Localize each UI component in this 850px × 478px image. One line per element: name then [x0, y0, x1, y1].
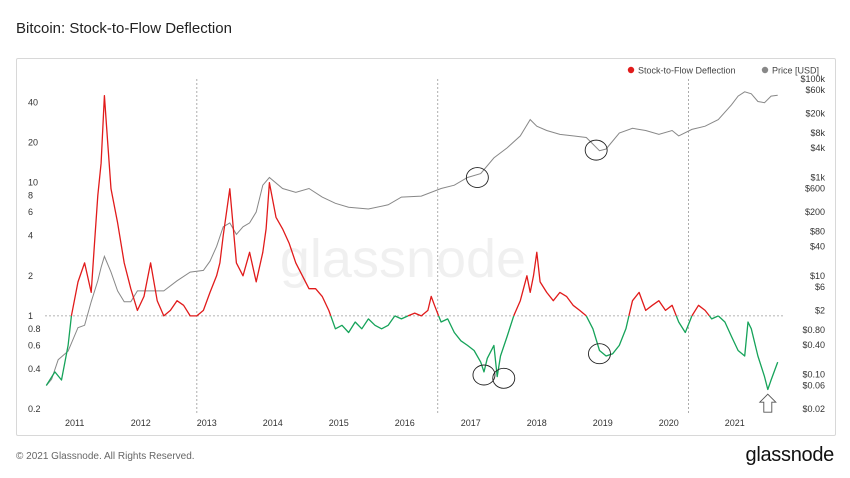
- deflection-line-below-one[interactable]: [45, 315, 73, 386]
- annotation-arrow-icon: [758, 393, 777, 413]
- left-axis-tick-label: 8: [28, 191, 33, 201]
- x-axis-tick-label: 2016: [395, 418, 415, 428]
- right-axis-tick-label: $0.02: [802, 404, 825, 414]
- legend-marker[interactable]: [627, 66, 635, 74]
- right-axis-tick-label: $100k: [800, 74, 825, 84]
- annotation-circle: [588, 343, 611, 365]
- legend-label[interactable]: Price [USD]: [772, 66, 819, 76]
- x-axis-tick-label: 2013: [197, 418, 217, 428]
- right-axis-tick-label: $40: [810, 241, 825, 251]
- annotation-circle: [492, 367, 516, 389]
- deflection-line-above-one[interactable]: [407, 295, 440, 317]
- brand-logo: glassnode: [745, 444, 835, 466]
- right-axis-tick-label: $0.80: [802, 325, 825, 335]
- left-axis-tick-label: 4: [28, 231, 33, 241]
- annotation-circle: [465, 167, 489, 188]
- annotation-circle: [472, 364, 496, 386]
- deflection-line-below-one[interactable]: [675, 315, 693, 334]
- left-axis-tick-label: 0.6: [28, 340, 41, 350]
- left-axis-tick-label: 6: [28, 207, 33, 217]
- right-axis-tick-label: $200: [805, 207, 825, 217]
- deflection-line-above-one[interactable]: [628, 291, 677, 317]
- deflection-line-below-one[interactable]: [717, 315, 779, 391]
- legend-marker[interactable]: [761, 66, 769, 74]
- left-axis-tick-label: 0.8: [28, 324, 41, 334]
- right-axis-tick-label: $2: [815, 305, 825, 315]
- left-axis-tick-label: 0.4: [28, 364, 41, 374]
- left-axis-tick-label: 10: [28, 178, 38, 188]
- x-axis-tick-label: 2021: [725, 418, 745, 428]
- deflection-line-below-one[interactable]: [330, 315, 396, 334]
- x-axis-tick-label: 2017: [461, 418, 481, 428]
- right-axis-tick-label: $1k: [810, 173, 825, 183]
- deflection-line-below-one[interactable]: [585, 315, 630, 357]
- left-axis-tick-label: 1: [28, 311, 33, 321]
- deflection-line-below-one[interactable]: [437, 315, 515, 378]
- x-axis-tick-label: 2012: [131, 418, 151, 428]
- left-axis-tick-label: 40: [28, 97, 38, 107]
- left-axis-tick-label: 2: [28, 271, 33, 281]
- page-title: Bitcoin: Stock-to-Flow Deflection: [16, 20, 232, 37]
- right-axis-tick-label: $0.06: [802, 380, 825, 390]
- x-axis-tick-label: 2014: [263, 418, 283, 428]
- right-axis-tick-label: $600: [805, 183, 825, 193]
- deflection-line-above-one[interactable]: [70, 94, 332, 317]
- x-axis-tick-label: 2019: [593, 418, 613, 428]
- right-axis-tick-label: $10: [810, 271, 825, 281]
- copyright-text: © 2021 Glassnode. All Rights Reserved.: [16, 451, 195, 462]
- right-axis-tick-label: $0.10: [802, 370, 825, 380]
- chart[interactable]: glassnode Stock-to-Flow Deflection Price […: [17, 59, 835, 435]
- chart-panel: glassnode Stock-to-Flow Deflection Price […: [16, 58, 836, 436]
- left-axis-tick-label: 0.2: [28, 404, 41, 414]
- right-axis-tick-label: $8k: [810, 128, 825, 138]
- right-axis-tick-label: $0.40: [802, 340, 825, 350]
- right-axis-tick-label: $60k: [805, 85, 825, 95]
- x-axis-tick-label: 2011: [65, 418, 84, 428]
- deflection-line-below-one[interactable]: [708, 315, 719, 320]
- annotation-circle: [584, 139, 608, 161]
- x-axis-tick-label: 2020: [659, 418, 679, 428]
- deflection-line-above-one[interactable]: [691, 304, 710, 317]
- right-axis-tick-label: $20k: [805, 108, 825, 118]
- legend-label[interactable]: Stock-to-Flow Deflection: [638, 66, 736, 76]
- watermark-text: glassnode: [280, 229, 526, 289]
- x-axis-tick-label: 2015: [329, 418, 349, 428]
- right-axis-tick-label: $80: [810, 227, 825, 237]
- right-axis-tick-label: $6: [815, 282, 825, 292]
- deflection-line-below-one[interactable]: [394, 315, 409, 320]
- right-axis-tick-label: $4k: [810, 143, 825, 153]
- x-axis-tick-label: 2018: [527, 418, 547, 428]
- price-line[interactable]: [45, 91, 778, 386]
- deflection-line-above-one[interactable]: [513, 251, 587, 317]
- left-axis-tick-label: 20: [28, 138, 38, 148]
